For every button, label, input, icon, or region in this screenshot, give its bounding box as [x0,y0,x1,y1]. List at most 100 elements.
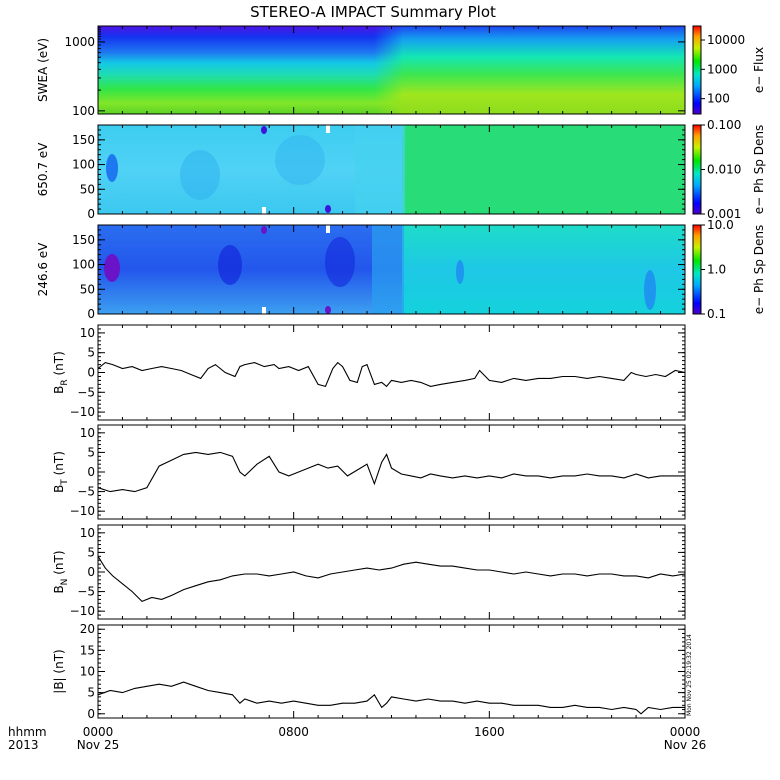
br-data-point [665,376,666,377]
swea-colorbar-scale [692,25,702,115]
br-data-point [171,368,172,369]
br-data-point [151,368,153,369]
bt-ytick-label: 5 [87,445,95,459]
bn-ytick-label: 0 [87,565,95,579]
pad246-feature [644,270,656,310]
pad650-feature [106,154,118,182]
bt-data-point [391,467,392,469]
br-data-point [611,378,612,379]
br-ytick-label: 0 [87,366,95,380]
bmag-series-line [97,681,685,715]
br-data-point [574,376,576,377]
pad650-ytick-label: 0 [87,207,95,221]
br-data-point [337,362,339,363]
bmag-data-point [501,702,502,704]
br-data-point [224,372,226,373]
bmag-data-point [109,690,111,691]
br-data-point [374,384,375,385]
pad246-feature [218,245,242,285]
pad246-colorbar: 0.1 1.0 10.0 e− Ph Sp Dens [692,218,766,321]
bmag-data-point [281,702,282,704]
bn-data-point [635,575,637,577]
bt-data-point [317,463,319,465]
bt-ylabel: BT (nT) [52,451,70,493]
bt-data-point [452,477,453,479]
bt-data-point [550,477,551,479]
bt-data-point [374,483,375,485]
bmag-data-point [342,702,343,704]
bn-data-point [440,565,441,567]
bn-ytick-label: 10 [80,526,95,540]
bt-data-point [381,461,383,463]
bt-data-point [327,467,329,469]
bn-ytick-label: 5 [87,545,95,559]
br-data-point [410,380,412,381]
pad246-ylabel: 246.6 eV [36,242,50,297]
br-data-point [386,386,387,387]
bmag-data-point [183,681,185,683]
br-ytick-label: −5 [77,385,95,399]
bt-data-point [307,467,309,469]
bt-data-point [635,473,637,475]
bmag-data-point [415,700,417,702]
pad650-colorbar: 0.001 0.010 0.100 e− Ph Sp Dens [692,118,766,221]
bt-data-point [586,473,588,475]
bmag-data-point [146,685,148,687]
bn-data-point [464,567,466,569]
bt-data-point [347,475,348,477]
bn-data-point [537,573,539,575]
bmag-data-point [134,688,136,689]
br-data-point [474,378,476,379]
bmag-data-point [640,713,642,715]
bn-data-point [317,577,319,579]
br-data-point [599,376,600,377]
bmag-data-point [305,702,307,704]
bt-data-point [562,475,564,477]
br-data-point [207,368,209,369]
bmag-ytick-label: 20 [80,622,95,636]
x-tick-time-label: 0000 [83,725,114,739]
br-data-point [244,364,246,365]
bn-data-point [623,575,625,577]
bn-data-point [161,599,163,600]
pad246-colorbar-tick-label: 10.0 [707,218,734,232]
bt-data-point [647,477,649,479]
bt-data-point [232,455,233,457]
bn-data-point [574,573,576,575]
swea-ytick-label: 100 [72,104,95,118]
bmag-data-point [232,694,233,696]
bn-data-point [244,573,246,575]
bmag-ytick-label: 15 [80,643,95,657]
br-data-point [161,366,163,367]
bt-data-point [298,471,299,473]
bmag-data-point [660,709,661,710]
swea-ylabel: SWEA (eV) [36,38,50,102]
bn-data-point [268,575,270,577]
br-data-point [479,370,480,371]
swea-spectrogram-late [98,26,685,114]
bmag-data-point [122,692,123,693]
bn-data-point [112,575,114,577]
bt-data-point [219,452,221,453]
br-data-point [200,378,202,379]
br-data-point [391,380,392,381]
br-data-point [349,380,351,381]
plot-title: STEREO-A IMPACT Summary Plot [250,3,496,21]
bn-data-point [219,579,221,581]
bmag-data-point [574,704,576,706]
bn-ytick-label: −5 [77,585,95,599]
br-ylabel: BR (nT) [52,351,70,394]
pad246-ytick-label: 50 [80,282,95,296]
bt-data-point [244,475,246,477]
bt-data-point [537,475,539,477]
bn-data-point [342,571,343,573]
br-data-point [674,370,676,371]
bn-data-point [586,575,588,577]
pad650-colorbar-tick-label: 0.100 [707,118,741,132]
pad650-panel [98,125,685,214]
bmag-data-point [464,702,466,704]
bmag-ytick-label: 10 [80,665,95,679]
bt-frame [97,424,686,520]
pad246-axes: 0 50 100 150 246.6 eV [36,224,686,321]
